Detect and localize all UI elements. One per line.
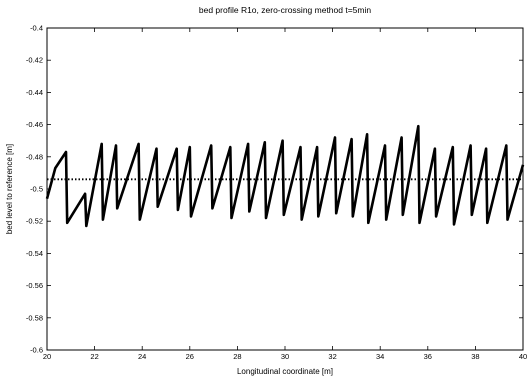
x-tick-label: 34 [376, 352, 384, 361]
y-tick-label: -0.44 [26, 88, 43, 97]
x-tick-label: 22 [90, 352, 98, 361]
y-tick-label: -0.4 [30, 24, 43, 33]
x-tick-label: 30 [281, 352, 289, 361]
y-tick-label: -0.6 [30, 346, 43, 355]
y-tick-label: -0.52 [26, 217, 43, 226]
x-tick-label: 32 [328, 352, 336, 361]
y-axis-label: bed level to reference [m] [5, 144, 14, 234]
y-tick-label: -0.54 [26, 249, 43, 258]
x-tick-label: 38 [471, 352, 479, 361]
y-tick-label: -0.56 [26, 281, 43, 290]
axis-ticks [46, 27, 524, 351]
x-tick-label: 28 [233, 352, 241, 361]
x-tick-label: 24 [138, 352, 146, 361]
y-tick-label: -0.42 [26, 56, 43, 65]
y-tick-label: -0.5 [30, 185, 43, 194]
plot-area-frame [46, 27, 524, 351]
y-tick-label: -0.48 [26, 152, 43, 161]
x-tick-label: 26 [186, 352, 194, 361]
y-tick-label: -0.58 [26, 313, 43, 322]
series-layer [45, 124, 525, 228]
y-tick-label: -0.46 [26, 120, 43, 129]
x-tick-labels: 20 22 24 26 28 30 32 34 36 38 40 [43, 352, 527, 361]
chart-title: bed profile R1o, zero-crossing method t=… [199, 5, 371, 15]
bed-profile-line [45, 124, 525, 228]
x-tick-label: 36 [424, 352, 432, 361]
y-tick-labels: -0.6 -0.58 -0.56 -0.54 -0.52 -0.5 -0.48 -0.46 -0… [26, 24, 43, 355]
x-tick-label: 20 [43, 352, 51, 361]
x-axis-label: Longitudinal coordinate [m] [237, 367, 333, 376]
x-tick-label: 40 [519, 352, 527, 361]
